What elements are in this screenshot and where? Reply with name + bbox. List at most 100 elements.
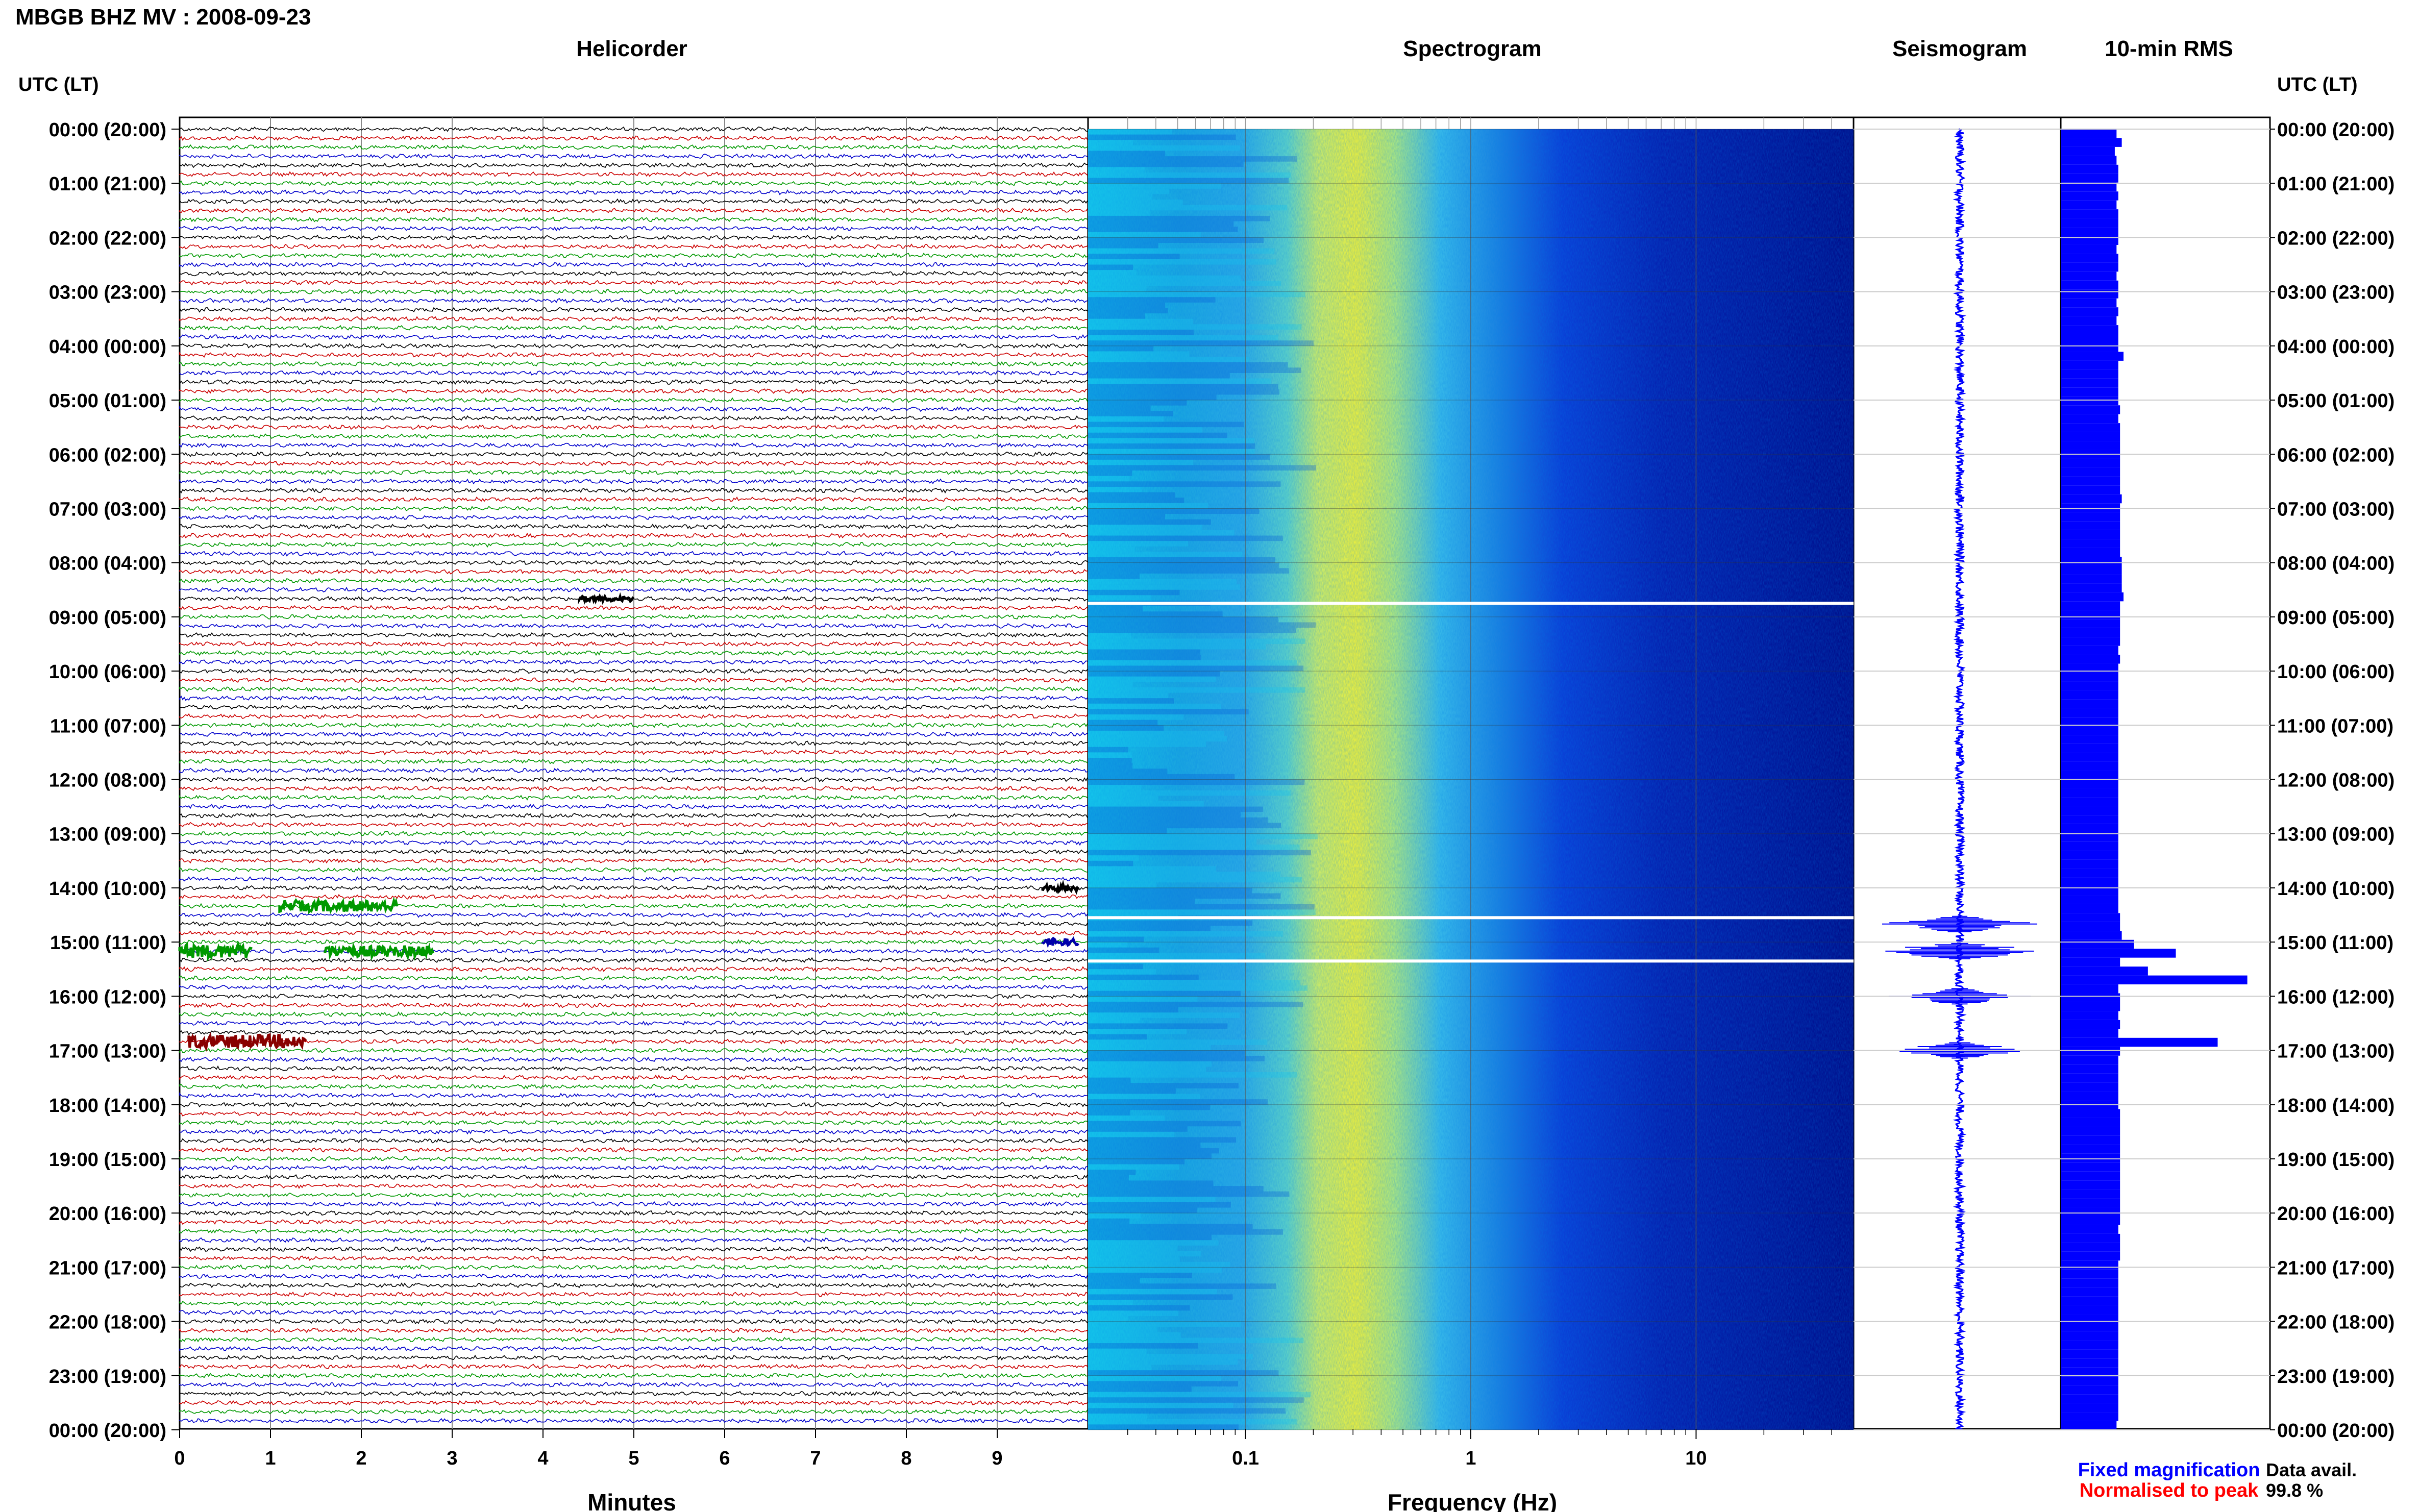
helicorder-trace <box>179 469 1088 476</box>
spectrogram-streak <box>1088 985 1307 991</box>
minute-tick-label: 0 <box>174 1448 185 1469</box>
rms-bar <box>2061 146 2115 156</box>
time-tick-label-right: 11:00 (07:00) <box>2277 715 2393 737</box>
helicorder-trace <box>179 912 1088 918</box>
spectrogram-streak <box>1088 552 1243 558</box>
rms-bar <box>2061 761 2118 771</box>
rms-bar <box>2061 1287 2118 1297</box>
spectrogram-streak <box>1088 405 1151 411</box>
helicorder-trace <box>179 298 1088 304</box>
spectrogram-streak <box>1088 682 1133 687</box>
rms-bar <box>2061 619 2120 628</box>
rms-bar <box>2061 236 2118 245</box>
spectrogram-streak <box>1088 1234 1212 1241</box>
time-tick-label-right: 00:00 (20:00) <box>2277 119 2395 141</box>
helicorder-trace <box>179 857 1088 864</box>
spectrogram-streak <box>1088 963 1144 970</box>
spectrogram-streak <box>1088 514 1165 519</box>
helicorder-event <box>178 940 253 962</box>
rms-bar <box>2061 298 2117 308</box>
spectrogram-streak <box>1088 882 1157 888</box>
time-tick-label-left: 04:00 (00:00) <box>49 336 166 358</box>
time-tick-label-left: 18:00 (14:00) <box>49 1095 166 1117</box>
spectrogram-streak <box>1088 893 1281 899</box>
helicorder-trace <box>179 253 1088 259</box>
time-tick-label-left: 17:00 (13:00) <box>49 1041 166 1062</box>
rms-bar <box>2061 458 2120 468</box>
rms-bar <box>2061 1002 2120 1011</box>
helicorder-trace <box>179 1021 1088 1027</box>
time-tick-label-left: 05:00 (01:00) <box>49 390 166 412</box>
figure-title: MBGB BHZ MV : 2008-09-23 <box>15 5 311 30</box>
time-tick-label-right: 19:00 (15:00) <box>2277 1149 2395 1171</box>
time-tick-label-right: 20:00 (16:00) <box>2277 1203 2395 1225</box>
rms-bar <box>2061 1243 2120 1252</box>
helicorder-trace <box>179 225 1088 232</box>
spectrogram-streak <box>1088 872 1280 877</box>
helicorder-trace <box>179 993 1088 999</box>
spectrogram-streak <box>1088 1408 1286 1414</box>
helicorder-trace <box>179 1120 1088 1126</box>
helicorder-trace <box>179 677 1088 683</box>
spectrogram-streak <box>1088 481 1281 487</box>
spectrogram-streak <box>1088 1245 1178 1251</box>
spectrogram-streak <box>1088 1370 1279 1376</box>
helicorder-trace <box>179 686 1088 692</box>
rms-bar <box>2061 548 2120 557</box>
time-tick-label-left: 23:00 (19:00) <box>49 1366 166 1387</box>
time-tick-label-left: 00:00 (20:00) <box>49 119 166 141</box>
spectrogram-streak <box>1088 286 1147 292</box>
rms-bar <box>2061 360 2118 370</box>
time-tick-label-right: 12:00 (08:00) <box>2277 770 2395 791</box>
spectrogram-streak <box>1088 562 1279 568</box>
spectrogram-streak <box>1088 486 1142 492</box>
helicorder-trace <box>179 1092 1088 1099</box>
helicorder-trace <box>179 325 1088 331</box>
helicorder-trace <box>179 405 1088 412</box>
spectrogram-streak <box>1088 340 1314 346</box>
helicorder-trace <box>179 1011 1088 1018</box>
helicorder-trace <box>179 334 1088 340</box>
spectrogram-streak <box>1088 703 1221 709</box>
time-tick-label-left: 03:00 (23:00) <box>49 282 166 304</box>
spectrogram-streak <box>1088 454 1270 460</box>
spectrogram-streak <box>1088 573 1140 579</box>
spectrogram-streak <box>1088 384 1278 389</box>
helicorder-trace <box>179 1164 1088 1171</box>
spectrogram-streak <box>1088 1137 1237 1143</box>
helicorder-trace <box>179 884 1088 891</box>
rms-bar <box>2061 735 2118 744</box>
rms-bar <box>2061 503 2120 512</box>
rms-bar <box>2061 441 2120 450</box>
rms-bar <box>2061 663 2118 673</box>
spectrogram-streak <box>1088 1202 1231 1208</box>
helicorder-trace <box>179 1391 1088 1397</box>
spectrogram-streak <box>1088 427 1202 433</box>
rms-bar <box>2061 1341 2118 1350</box>
rms-bar <box>2061 1064 2118 1074</box>
spectrogram-streak <box>1088 980 1301 986</box>
rms-bar <box>2061 788 2118 798</box>
rms-bar <box>2061 387 2118 396</box>
spectrogram-streak <box>1088 817 1268 823</box>
spectrogram-streak <box>1088 774 1235 780</box>
rms-bar <box>2061 922 2120 931</box>
helicorder-trace <box>179 777 1088 782</box>
spectrogram-streak <box>1088 411 1173 416</box>
rms-bar <box>2061 574 2122 584</box>
helicorder-traces <box>178 126 1088 1424</box>
spectrogram-streak <box>1088 1337 1304 1344</box>
spectrogram-streak <box>1088 297 1216 303</box>
spectrogram-gap <box>1088 959 1854 963</box>
spectrogram-streak <box>1088 1386 1192 1392</box>
spectrogram-streak <box>1088 530 1235 536</box>
rms-bar <box>2061 1323 2118 1332</box>
helicorder-trace <box>179 767 1088 774</box>
rms-bar <box>2061 1296 2118 1305</box>
spectrogram-streak <box>1088 1083 1239 1088</box>
spectrogram-streak <box>1088 351 1190 357</box>
spectrogram-streak <box>1088 1148 1219 1154</box>
time-tick-label-right: 09:00 (05:00) <box>2277 607 2395 629</box>
spectrogram-streak <box>1088 465 1317 471</box>
spectrogram-streak <box>1088 1272 1192 1278</box>
